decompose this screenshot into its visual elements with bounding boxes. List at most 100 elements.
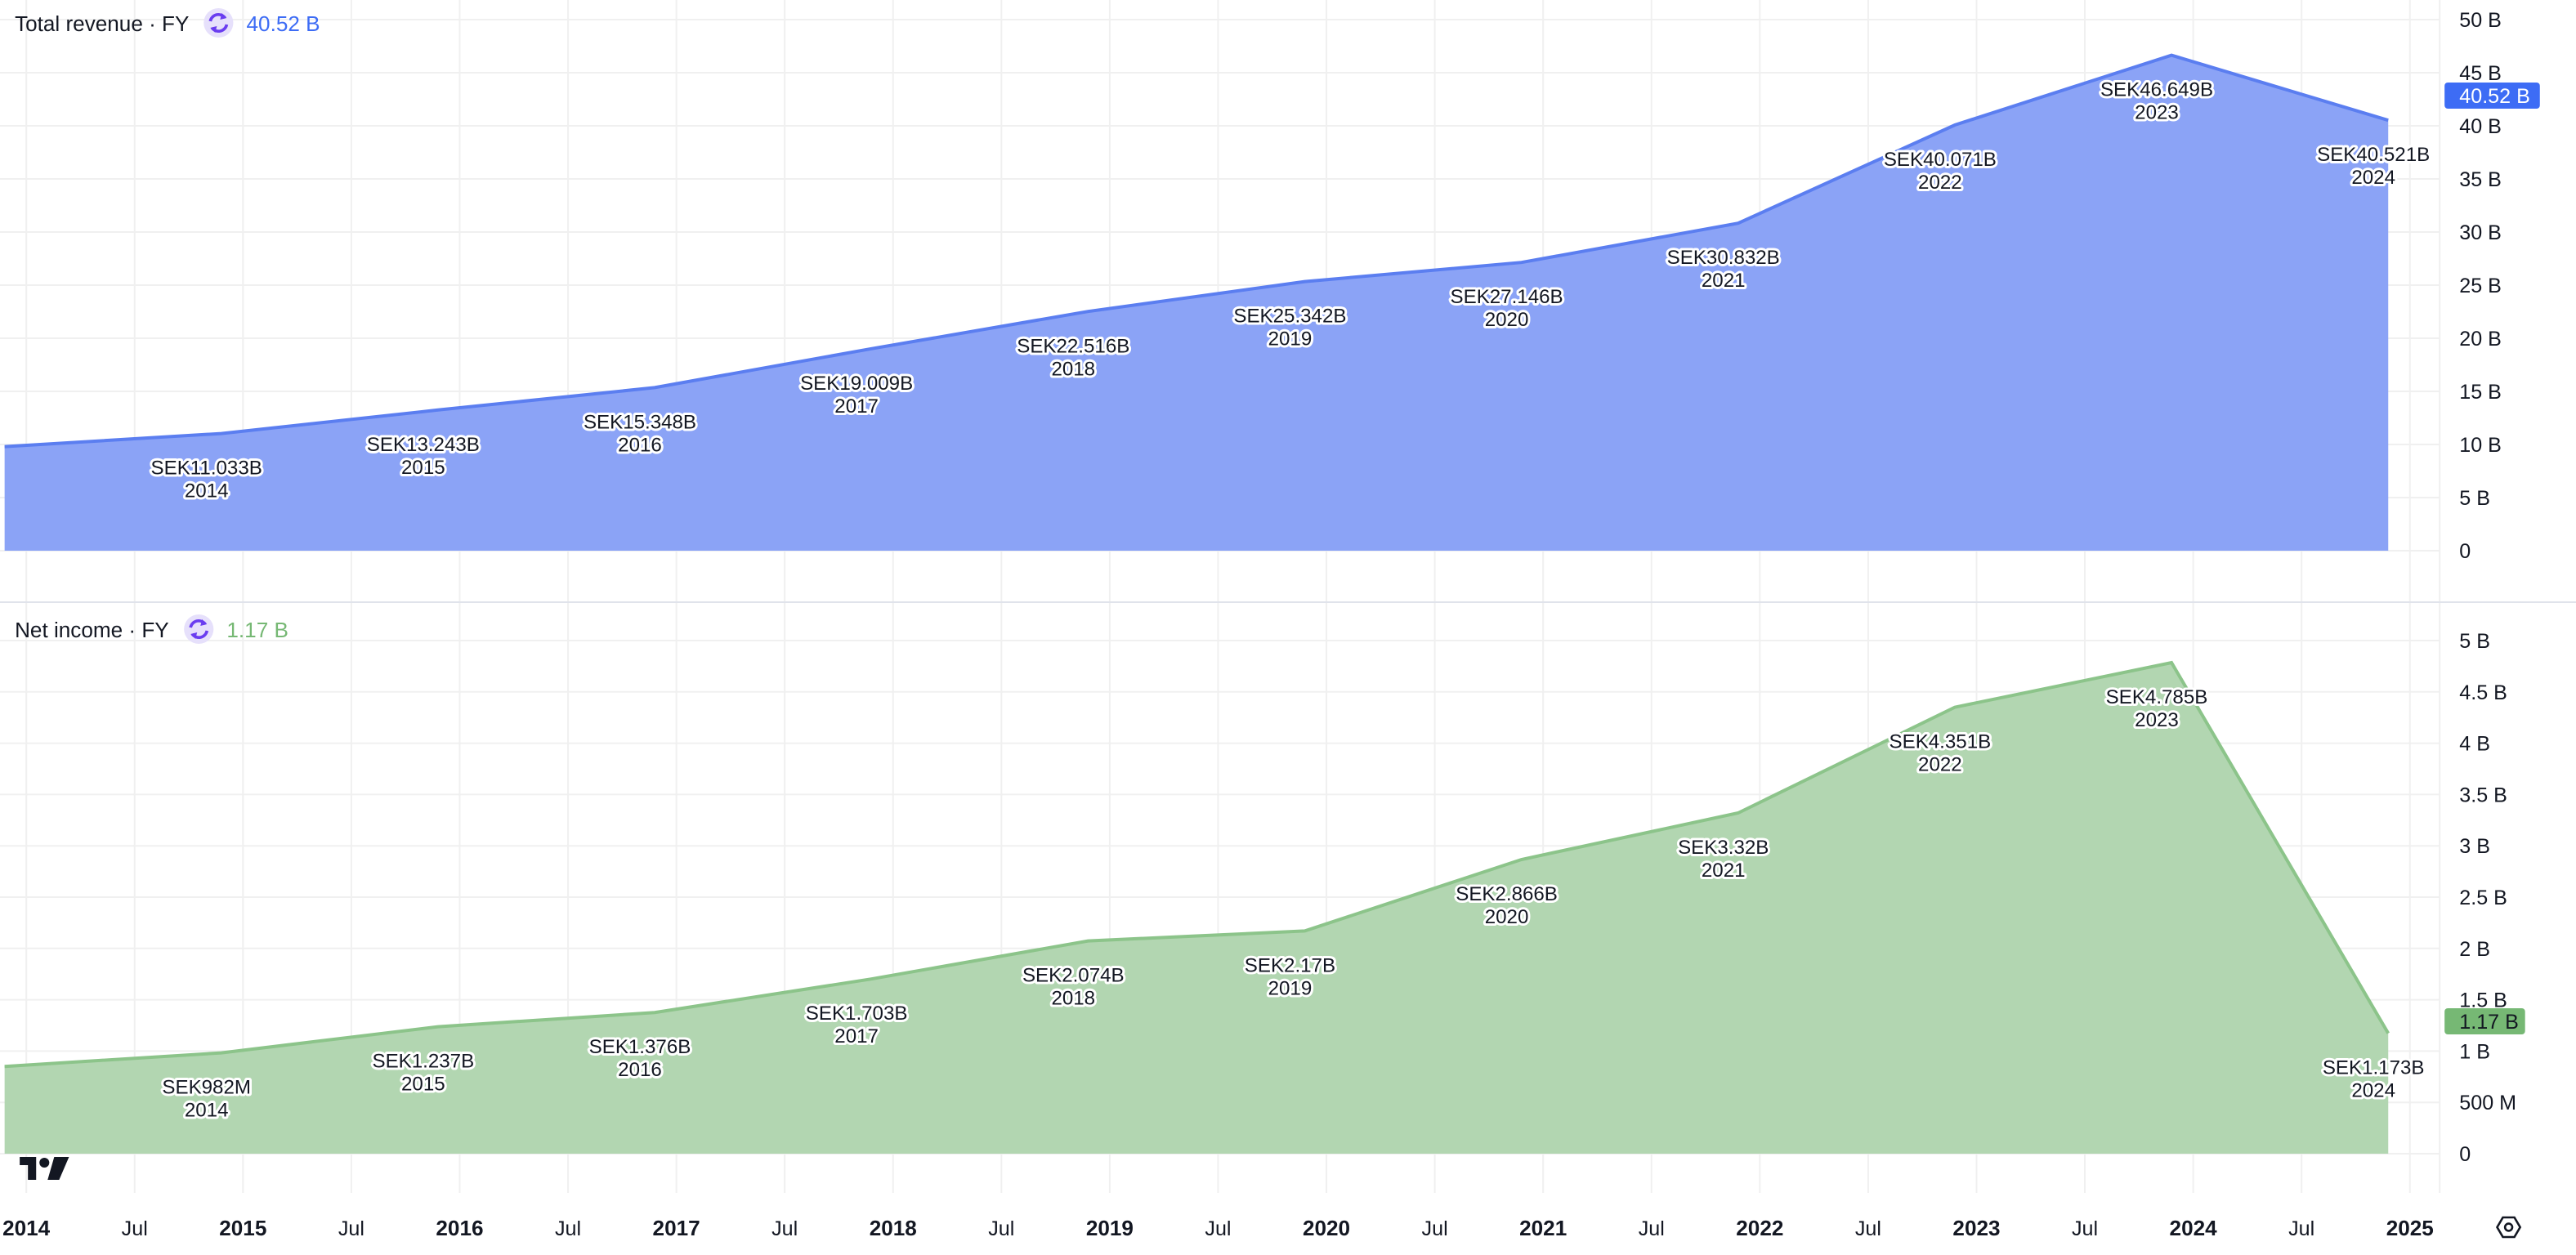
data-year-label: 2022 (1918, 754, 1962, 776)
x-tick-label: 2025 (2386, 1216, 2434, 1240)
data-value-label: SEK46.649B (2100, 79, 2213, 101)
time-axis[interactable]: 2014 Jul 2015 Jul 2016 Jul 2017 Jul 2018 Jul 2019 J… (2, 1216, 2434, 1240)
series-areas (4, 53, 2390, 1154)
y-tick-label: 25 B (2459, 275, 2502, 297)
x-tick-label: 2018 (870, 1216, 917, 1240)
data-year-label: 2019 (1268, 328, 1313, 351)
y-tick-label: 0 (2459, 540, 2471, 563)
price-axis[interactable]: 50 B 45 B 40 B 35 B 30 B 25 B 20 B 15 B 10 B 5 B 0… (2459, 9, 2516, 1166)
x-tick-label: 2017 (653, 1216, 700, 1240)
x-tick-label: Jul (1205, 1217, 1231, 1240)
data-year-label: 2021 (1702, 860, 1746, 882)
data-value-label: SEK4.351B (1890, 731, 1992, 753)
revenue-last-value: 40.52 B (247, 11, 320, 36)
refresh-icon[interactable] (203, 8, 234, 38)
data-year-label: 2023 (2135, 709, 2179, 731)
data-value-label: SEK2.866B (1456, 883, 1558, 905)
data-value-label: SEK40.071B (1884, 149, 1997, 171)
x-tick-label: 2023 (1952, 1216, 2000, 1240)
data-year-label: 2021 (1702, 270, 1746, 292)
y-tick-label: 15 B (2459, 381, 2502, 404)
income-last-value: 1.17 B (226, 618, 288, 642)
series-area (4, 55, 2389, 552)
settings-icon[interactable] (2495, 1216, 2522, 1239)
data-year-label: 2016 (618, 1059, 662, 1081)
data-value-label: SEK27.146B (1451, 286, 1563, 308)
revenue-legend: Total revenue · FY 40.52 B (15, 8, 320, 38)
data-year-label: 2018 (1051, 988, 1095, 1010)
data-value-label: SEK982M (162, 1077, 251, 1099)
data-year-label: 2019 (1268, 978, 1313, 1000)
revenue-title: Total revenue · FY (15, 11, 189, 36)
data-value-label: SEK1.173B (2323, 1057, 2425, 1079)
y-tick-label: 50 B (2459, 9, 2502, 32)
x-tick-label: 2022 (1736, 1216, 1783, 1240)
x-tick-label: Jul (555, 1217, 581, 1240)
y-tick-label: 5 B (2459, 630, 2490, 653)
y-tick-label: 40 B (2459, 115, 2502, 138)
x-tick-label: Jul (771, 1217, 798, 1240)
refresh-icon[interactable] (184, 614, 214, 644)
x-tick-label: 2014 (2, 1216, 51, 1240)
data-year-label: 2014 (185, 480, 229, 502)
y-tick-label: 4 B (2459, 733, 2490, 756)
data-year-label: 2017 (834, 395, 879, 418)
y-tick-label: 1 B (2459, 1040, 2490, 1063)
data-value-label: SEK40.521B (2317, 144, 2430, 166)
svg-text:1.17 B: 1.17 B (2459, 1011, 2519, 1034)
data-year-label: 2020 (1485, 906, 1529, 928)
y-tick-label: 1.5 B (2459, 989, 2507, 1012)
data-value-label: SEK1.703B (806, 1003, 908, 1025)
series-line (4, 53, 2389, 449)
y-tick-label: 2.5 B (2459, 887, 2507, 909)
svg-text:40.52 B: 40.52 B (2459, 85, 2530, 108)
data-value-label: SEK11.033B (151, 458, 262, 480)
y-tick-label: 3 B (2459, 835, 2490, 858)
x-tick-label: 2019 (1086, 1216, 1134, 1240)
data-year-label: 2014 (185, 1100, 229, 1122)
tradingview-logo[interactable] (20, 1157, 69, 1180)
y-tick-label: 45 B (2459, 62, 2502, 85)
y-tick-label: 2 B (2459, 938, 2490, 961)
data-value-label: SEK2.074B (1022, 965, 1125, 987)
y-tick-label: 20 B (2459, 328, 2502, 351)
data-year-label: 2017 (834, 1025, 879, 1047)
data-value-label: SEK30.832B (1667, 247, 1780, 269)
series-area (4, 663, 2389, 1154)
x-tick-label: Jul (338, 1217, 364, 1240)
data-value-label: SEK25.342B (1233, 306, 1346, 328)
x-tick-label: Jul (1422, 1217, 1448, 1240)
series-line (4, 660, 2390, 1069)
income-price-badge: 1.17 B (2444, 1008, 2525, 1034)
y-tick-label: 4.5 B (2459, 681, 2507, 704)
y-tick-label: 30 B (2459, 221, 2502, 244)
data-year-label: 2024 (2351, 167, 2395, 189)
y-tick-label: 500 M (2459, 1092, 2516, 1114)
data-year-label: 2024 (2351, 1080, 2395, 1102)
y-tick-label: 10 B (2459, 434, 2502, 457)
revenue-price-badge: 40.52 B (2444, 83, 2540, 109)
data-year-label: 2023 (2135, 102, 2179, 124)
income-legend: Net income · FY 1.17 B (15, 614, 288, 644)
data-value-label: SEK15.348B (584, 412, 696, 434)
data-value-label: SEK4.785B (2106, 686, 2208, 708)
data-value-label: SEK22.516B (1017, 335, 1129, 357)
income-title: Net income · FY (15, 618, 169, 642)
x-tick-label: 2021 (1519, 1216, 1567, 1240)
x-tick-label: 2016 (436, 1216, 483, 1240)
data-value-label: SEK1.237B (373, 1051, 475, 1073)
x-tick-label: Jul (2288, 1217, 2314, 1240)
y-tick-label: 0 (2459, 1143, 2471, 1166)
x-tick-label: Jul (1639, 1217, 1665, 1240)
x-tick-label: Jul (1855, 1217, 1881, 1240)
data-year-label: 2015 (401, 1074, 445, 1096)
y-tick-label: 35 B (2459, 168, 2502, 191)
x-tick-label: Jul (988, 1217, 1014, 1240)
data-year-label: 2020 (1485, 309, 1529, 331)
data-value-label: SEK19.009B (800, 373, 913, 395)
x-tick-label: Jul (122, 1217, 148, 1240)
y-tick-label: 3.5 B (2459, 784, 2507, 806)
x-tick-label: 2020 (1303, 1216, 1350, 1240)
data-value-label: SEK13.243B (367, 434, 480, 456)
